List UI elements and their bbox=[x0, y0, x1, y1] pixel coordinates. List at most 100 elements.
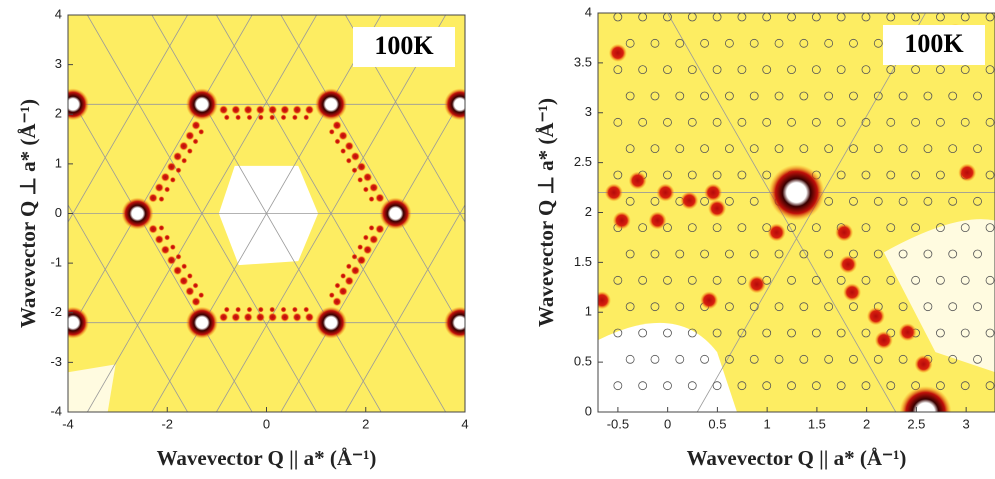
lattice-marker bbox=[873, 249, 883, 259]
lattice-marker bbox=[824, 91, 834, 101]
lattice-marker bbox=[886, 275, 896, 285]
masked-region bbox=[68, 364, 116, 412]
lattice-marker bbox=[960, 328, 970, 338]
lattice-marker bbox=[898, 196, 908, 206]
y-tick-label: 4 bbox=[585, 4, 592, 19]
diffuse-spot bbox=[268, 312, 278, 322]
lattice-marker bbox=[687, 275, 697, 285]
diffuse-spot bbox=[362, 234, 369, 241]
diffuse-spot bbox=[223, 114, 230, 121]
y-tick-label: 3 bbox=[55, 56, 62, 71]
diffuse-spot bbox=[328, 128, 335, 135]
diffuse-spot bbox=[164, 186, 171, 193]
lattice-marker bbox=[749, 38, 759, 48]
lattice-marker bbox=[985, 117, 995, 127]
lattice-marker bbox=[911, 170, 920, 180]
diffuse-spot bbox=[280, 105, 290, 115]
lattice-marker bbox=[985, 170, 995, 180]
lattice-marker bbox=[799, 144, 809, 154]
lattice-marker bbox=[613, 328, 623, 338]
bragg-peak bbox=[315, 306, 348, 339]
lattice-marker bbox=[737, 13, 747, 22]
diffuse-spot bbox=[198, 292, 205, 299]
lattice-marker bbox=[973, 144, 982, 154]
lattice-marker bbox=[861, 223, 871, 233]
lattice-marker bbox=[873, 38, 883, 48]
y-tick-label: 2 bbox=[55, 106, 62, 121]
diffuse-spot bbox=[835, 223, 854, 242]
lattice-marker bbox=[985, 381, 995, 391]
diffuse-spot bbox=[158, 224, 165, 231]
lattice-marker bbox=[613, 170, 623, 180]
lattice-marker bbox=[737, 328, 747, 338]
diffuse-spot bbox=[246, 114, 253, 121]
lattice-marker bbox=[725, 144, 734, 154]
y-tick-label: 4 bbox=[55, 6, 62, 21]
lattice-marker bbox=[861, 117, 871, 127]
lattice-marker bbox=[836, 117, 846, 127]
lattice-marker bbox=[911, 223, 920, 233]
lattice-marker bbox=[650, 302, 660, 312]
lattice-marker bbox=[638, 65, 648, 75]
lattice-marker bbox=[936, 117, 945, 127]
y-tick-label: 3.5 bbox=[574, 54, 592, 69]
diffuse-spot bbox=[356, 162, 366, 172]
diffuse-spot bbox=[235, 114, 242, 121]
lattice-marker bbox=[973, 196, 982, 206]
diffuse-spot bbox=[160, 172, 170, 182]
lattice-marker bbox=[898, 144, 908, 154]
lattice-marker bbox=[762, 117, 772, 127]
lattice-marker bbox=[749, 144, 759, 154]
lattice-marker bbox=[650, 249, 660, 259]
lattice-marker bbox=[774, 249, 784, 259]
x-tick-label: 2.5 bbox=[907, 416, 925, 431]
bragg-peak bbox=[185, 306, 218, 339]
y-axis-label: Wavevector Q ⊥ a* (Å⁻¹) bbox=[534, 98, 558, 327]
lattice-marker bbox=[762, 13, 772, 22]
diffuse-spot bbox=[334, 282, 341, 289]
y-tick-label: 1 bbox=[585, 304, 592, 319]
diffuse-spot bbox=[747, 275, 766, 294]
lattice-marker bbox=[836, 275, 846, 285]
map-layer bbox=[598, 13, 995, 412]
lattice-marker bbox=[960, 275, 970, 285]
diffuse-spot bbox=[167, 162, 177, 172]
diffuse-spot bbox=[192, 282, 199, 289]
lattice-marker bbox=[638, 328, 648, 338]
lattice-marker bbox=[936, 223, 945, 233]
lattice-marker bbox=[737, 275, 747, 285]
x-tick-label: 1.5 bbox=[808, 416, 826, 431]
diffuse-spot bbox=[839, 255, 858, 274]
diffuse-spot bbox=[246, 306, 253, 313]
diffuse-spot bbox=[148, 193, 158, 203]
lattice-marker bbox=[923, 144, 933, 154]
y-tick-label: -2 bbox=[50, 304, 62, 319]
lattice-marker bbox=[725, 302, 734, 312]
lattice-line bbox=[216, 15, 446, 412]
lattice-marker bbox=[787, 381, 796, 391]
x-tick-label: 1 bbox=[764, 416, 771, 431]
lattice-marker bbox=[911, 117, 920, 127]
lattice-marker bbox=[948, 249, 958, 259]
lattice-marker bbox=[712, 117, 722, 127]
diffuse-spot bbox=[175, 167, 182, 174]
lattice-marker bbox=[911, 13, 920, 22]
lattice-marker bbox=[774, 354, 784, 364]
diffuse-spot bbox=[332, 120, 342, 130]
lattice-marker bbox=[613, 13, 623, 22]
y-tick-label: 1.5 bbox=[574, 254, 592, 269]
lattice-marker bbox=[687, 65, 697, 75]
diffuse-spot bbox=[375, 193, 385, 203]
diffuse-spot bbox=[350, 151, 360, 161]
lattice-marker bbox=[663, 65, 672, 75]
lattice-marker bbox=[625, 249, 635, 259]
diffuse-spot bbox=[181, 157, 188, 164]
diffuse-spot bbox=[231, 312, 241, 322]
diffuse-spot bbox=[164, 234, 171, 241]
lattice-marker bbox=[948, 354, 958, 364]
diffuse-spot bbox=[192, 138, 199, 145]
lattice-marker bbox=[849, 354, 858, 364]
diffuse-spot bbox=[328, 292, 335, 299]
x-tick-label: -0.5 bbox=[607, 416, 629, 431]
lattice-marker bbox=[712, 65, 722, 75]
